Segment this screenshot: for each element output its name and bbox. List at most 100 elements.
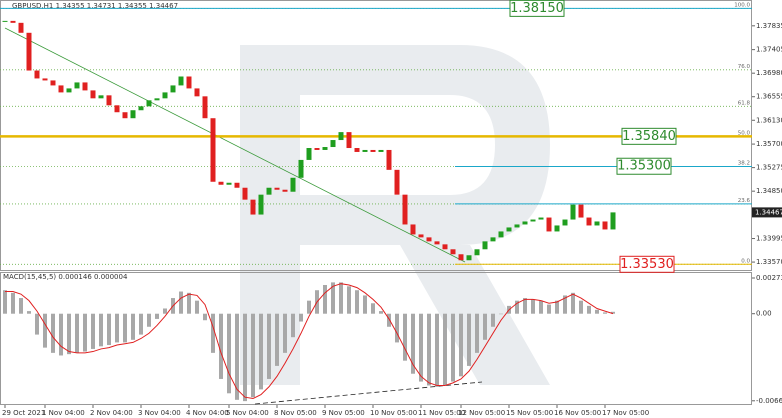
x-tick-label: 29 Oct 2021	[2, 409, 45, 417]
signal-line	[5, 283, 614, 400]
y-tick-label: 0.00	[756, 310, 772, 318]
macd-bar	[531, 299, 535, 314]
candle	[394, 169, 400, 195]
macd-bar	[67, 313, 71, 355]
macd-bar	[379, 311, 383, 314]
macd-bar	[443, 313, 447, 386]
candle	[474, 249, 480, 256]
candle	[410, 224, 416, 235]
fib-level-label: 38.2	[738, 161, 750, 167]
macd-bar	[483, 313, 487, 340]
candle	[186, 76, 192, 89]
macd-bar	[43, 313, 47, 348]
y-tick-label: 1.33995	[756, 235, 782, 243]
macd-bar	[555, 300, 559, 314]
candle	[202, 96, 208, 119]
macd-bar	[139, 313, 143, 335]
trend-line	[4, 27, 466, 263]
candle	[490, 237, 496, 242]
price-label-box	[616, 157, 672, 175]
macd-bar	[539, 300, 543, 314]
macd-bar	[299, 313, 303, 322]
y-tick-label: 1.37405	[756, 46, 782, 54]
macd-bar	[107, 313, 111, 346]
candle	[210, 118, 216, 182]
macd-bar	[259, 313, 263, 390]
macd-bar	[579, 300, 583, 314]
fib-level-label: 76.0	[738, 64, 751, 70]
macd-bar	[35, 313, 39, 335]
price-title: GBPUSD,H1 1.34355 1.34731 1.34355 1.3446…	[12, 2, 178, 10]
fib-level-label: 0.0	[741, 258, 750, 264]
candle	[370, 149, 376, 152]
y-tick-label: 1.35275	[756, 164, 782, 172]
candle	[314, 148, 320, 150]
macd-bar	[275, 313, 279, 366]
candle	[34, 70, 40, 79]
candle	[514, 224, 520, 228]
candle	[330, 140, 336, 148]
macd-bar	[339, 282, 343, 314]
candle	[594, 221, 600, 226]
candle	[218, 181, 224, 185]
candle	[546, 217, 552, 232]
macd-bar	[611, 311, 615, 314]
macd-bar	[131, 313, 135, 340]
candle	[322, 147, 328, 150]
macd-bar	[603, 312, 607, 314]
candle	[266, 187, 272, 195]
macd-bar	[499, 313, 503, 315]
price-label-box	[619, 255, 675, 273]
current-price-box	[752, 207, 782, 218]
candle	[178, 76, 184, 86]
candle	[450, 249, 456, 255]
macd-bar	[571, 292, 575, 314]
x-tick-label: 17 Nov 05:00	[602, 409, 649, 417]
candle	[570, 204, 576, 220]
candle	[578, 204, 584, 218]
candle	[442, 244, 448, 250]
candle	[42, 78, 48, 81]
candle	[338, 132, 344, 141]
candle	[18, 22, 24, 33]
macd-bar	[147, 313, 151, 327]
candle	[498, 231, 504, 238]
macd-panel	[0, 272, 752, 405]
candle	[90, 90, 96, 99]
macd-bar	[547, 304, 551, 314]
macd-bar	[587, 305, 591, 314]
x-tick-label: 1 Nov 04:00	[42, 409, 85, 417]
y-tick-label: 1.36980	[756, 69, 782, 77]
candle	[130, 110, 136, 119]
macd-bar	[307, 300, 311, 314]
macd-bar	[515, 300, 519, 314]
candle	[242, 187, 248, 200]
candle	[418, 234, 424, 238]
candle	[122, 112, 128, 119]
macd-bar	[427, 313, 431, 386]
candle	[306, 148, 312, 160]
candle	[50, 80, 56, 86]
y-tick-label: 1.36555	[756, 93, 782, 101]
macd-bar	[27, 311, 31, 314]
x-tick-label: 4 Nov 04:00	[186, 409, 229, 417]
y-tick-label: 0.002736	[756, 274, 782, 282]
candle	[530, 219, 536, 222]
macd-bar	[363, 295, 367, 314]
macd-bar	[83, 313, 87, 352]
candle	[258, 194, 264, 215]
candle	[466, 255, 472, 261]
macd-bar	[451, 313, 455, 382]
macd-bar	[475, 313, 479, 353]
candle	[610, 212, 616, 230]
candle	[538, 217, 544, 220]
macd-bar	[435, 313, 439, 387]
fib-level-label: 100.0	[734, 2, 750, 8]
x-tick-label: 12 Nov 05:00	[458, 409, 505, 417]
x-tick-label: 5 Nov 04:00	[226, 409, 269, 417]
macd-bar	[51, 313, 55, 353]
fib-level-label: 50.0	[738, 130, 751, 136]
price-label-box	[621, 127, 677, 145]
macd-bar	[123, 313, 127, 343]
